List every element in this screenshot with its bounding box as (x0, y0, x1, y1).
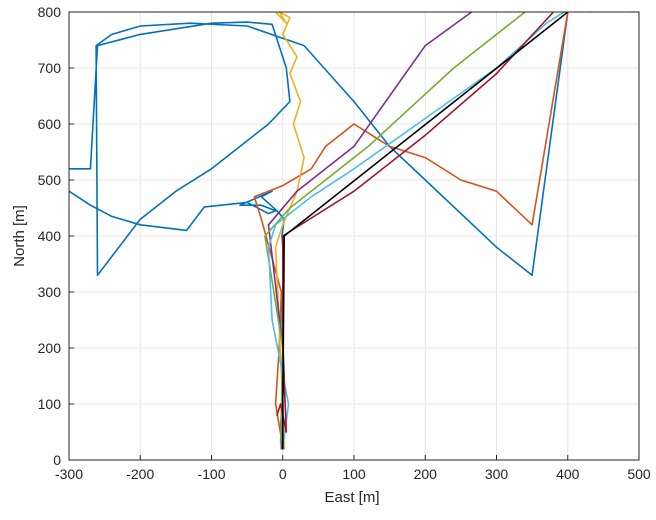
y-tick-label: 500 (38, 172, 62, 188)
x-tick-label: 400 (556, 466, 580, 482)
x-tick-label: 300 (485, 466, 509, 482)
y-tick-label: 0 (53, 452, 61, 468)
x-tick-label: 200 (414, 466, 438, 482)
plot-area (69, 12, 633, 450)
tick-labels: -300 -200 -100 0 100 200 300 400 500 0 100 200 300 40… (38, 4, 651, 482)
x-tick-label: 500 (627, 466, 651, 482)
y-tick-label: 600 (38, 116, 62, 132)
axes (68, 11, 640, 461)
y-tick-label: 200 (38, 340, 62, 356)
y-tick-label: 700 (38, 60, 62, 76)
x-axis-label: East [m] (324, 489, 379, 506)
series-3-line (267, 12, 473, 450)
series-7-line (281, 12, 569, 450)
y-axis-label: North [m] (11, 205, 28, 267)
x-tick-label: 0 (279, 466, 287, 482)
series-2-line (274, 12, 305, 450)
y-tick-label: 300 (38, 284, 62, 300)
x-tick-label: -300 (55, 466, 83, 482)
x-tick-label: -200 (126, 466, 154, 482)
y-tick-label: 100 (38, 396, 62, 412)
y-tick-label: 400 (38, 228, 62, 244)
y-tick-label: 800 (38, 4, 62, 20)
series-4-line (264, 12, 526, 445)
x-tick-label: 100 (342, 466, 366, 482)
axes-box (68, 11, 640, 461)
x-tick-label: -100 (197, 466, 225, 482)
series-5-line (267, 12, 633, 450)
series-0-line-segment (69, 12, 569, 277)
